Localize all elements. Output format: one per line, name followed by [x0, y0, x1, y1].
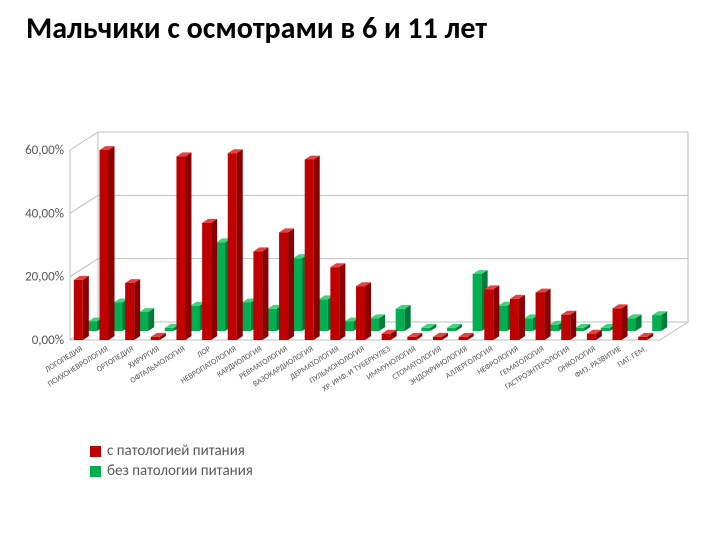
slide-title: Мальчики с осмотрами в 6 и 11 лет: [26, 12, 487, 46]
svg-text:40,00%: 40,00%: [25, 206, 64, 221]
legend-swatch-0: [90, 446, 101, 457]
legend: с патологией питания без патологии питан…: [90, 440, 253, 482]
legend-item: без патологии питания: [90, 462, 253, 480]
legend-label: без патологии питания: [107, 462, 253, 480]
bar-chart-3d: 0,00%20,00%40,00%60,00%ЛОГОПЕДИЯПСИХОНЕВ…: [10, 90, 710, 430]
legend-swatch-1: [90, 466, 101, 477]
chart-container: 0,00%20,00%40,00%60,00%ЛОГОПЕДИЯПСИХОНЕВ…: [10, 90, 710, 430]
legend-label: с патологией питания: [107, 442, 245, 460]
legend-item: с патологией питания: [90, 442, 253, 460]
svg-text:ПАТ. ГЕМ.: ПАТ. ГЕМ.: [616, 344, 649, 370]
svg-text:60,00%: 60,00%: [25, 143, 64, 158]
svg-text:0,00%: 0,00%: [32, 333, 64, 348]
svg-text:20,00%: 20,00%: [25, 270, 64, 285]
